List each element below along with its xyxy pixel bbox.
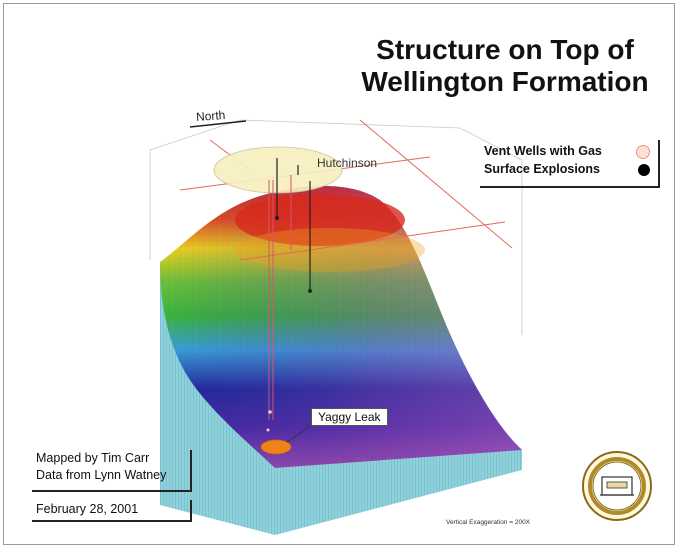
model-bounding-box (149, 119, 523, 335)
north-label: North (195, 107, 226, 125)
dotted-circle-icon (636, 145, 650, 159)
date-text: February 28, 2001 (32, 500, 192, 522)
title-line-2: Wellington Formation (361, 66, 649, 97)
vertical-exaggeration-note: Vertical Exaggeration = 200X (446, 519, 531, 526)
credits-box: Mapped by Tim Carr Data from Lynn Watney (32, 450, 192, 492)
data-from-text: Data from Lynn Watney (36, 468, 167, 482)
filled-circle-icon (638, 164, 650, 176)
hutchinson-area (213, 146, 343, 194)
legend-label-explosions: Surface Explosions (484, 162, 601, 176)
title-line-1: Structure on Top of (376, 34, 634, 65)
figure-frame (3, 3, 675, 545)
yaggy-leak-spot (260, 439, 292, 455)
north-indicator-line (189, 120, 247, 128)
kansas-geological-survey-seal-icon (582, 451, 652, 521)
mapped-by-text: Mapped by Tim Carr (36, 451, 150, 465)
hutchinson-label: Hutchinson (317, 156, 378, 170)
well-bores (266, 158, 312, 432)
legend: Vent Wells with Gas Surface Explosions (480, 140, 660, 188)
yaggy-leak-label: Yaggy Leak (311, 408, 388, 426)
legend-label-vent-wells: Vent Wells with Gas (484, 144, 602, 158)
figure-title: Structure on Top of Wellington Formation (340, 34, 670, 98)
